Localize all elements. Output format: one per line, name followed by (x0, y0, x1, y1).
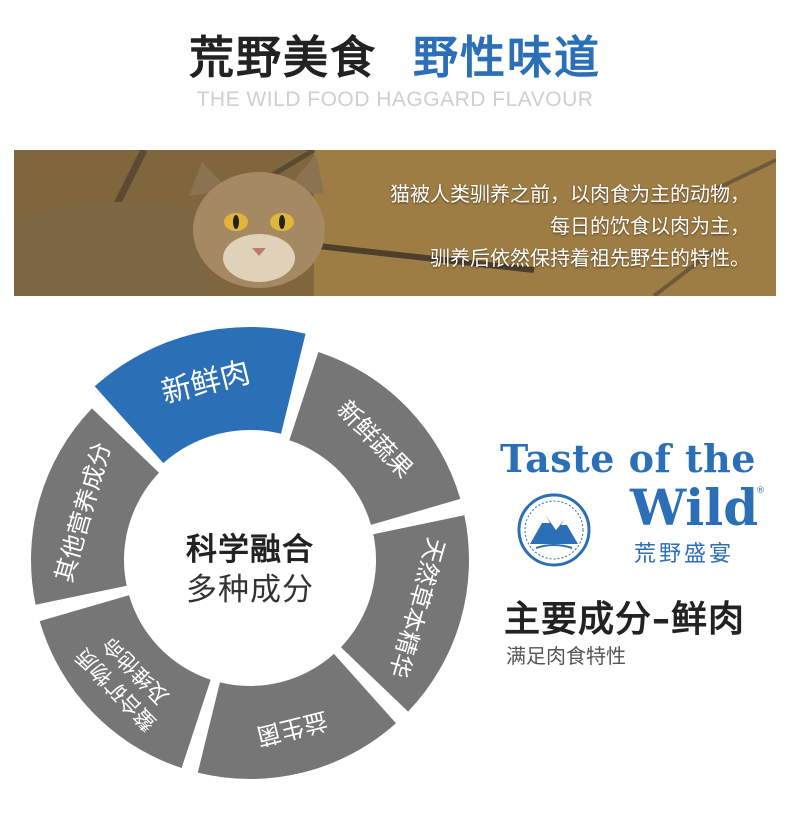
brand-line-2: Wild (630, 478, 759, 537)
banner-caption: 猫被人类驯养之前，以肉食为主的动物， 每日的饮食以肉为主， 驯养后依然保持着祖先… (390, 178, 750, 274)
brand-logo: Taste of the Wild ® 荒野盛宴 (500, 436, 770, 567)
segment-fresh-produce (289, 351, 461, 525)
banner-line-1: 猫被人类驯养之前，以肉食为主的动物， (390, 182, 750, 206)
brand-chinese-name: 荒野盛宴 (634, 542, 735, 567)
segment-herbal-extract (340, 515, 469, 712)
banner-line-3: 驯养后依然保持着祖先野生的特性。 (430, 246, 750, 270)
main-ingredient-subtext: 满足肉食特性 (506, 644, 626, 668)
cat-head-icon (189, 154, 325, 288)
registered-mark: ® (756, 486, 765, 496)
cat-banner: 猫被人类驯养之前，以肉食为主的动物， 每日的饮食以肉为主， 驯养后依然保持着祖先… (14, 150, 776, 296)
title-blue-part: 野性味道 (413, 31, 602, 84)
center-line-2: 多种成分 (186, 572, 314, 608)
main-ingredient-heading: 主要成分–鲜肉 (504, 599, 746, 640)
cat-photo (14, 150, 776, 296)
segment-probiotics (197, 653, 396, 779)
page-subtitle: THE WILD FOOD HAGGARD FLAVOUR (196, 88, 594, 111)
center-line-1: 科学融合 (186, 532, 314, 568)
title-dark-part: 荒野美食 (188, 31, 377, 84)
brand-line-1: Taste of the (500, 436, 756, 481)
segment-chelated-minerals (39, 595, 211, 769)
segment-fresh-meat (94, 327, 306, 464)
page-title: 荒野美食 野性味道 (0, 30, 790, 86)
segment-other-nutrients (31, 408, 160, 605)
mountain-seal-icon (517, 493, 591, 567)
ring-center-text: 科学融合 多种成分 (140, 530, 360, 610)
banner-line-2: 每日的饮食以肉为主， (550, 214, 750, 238)
